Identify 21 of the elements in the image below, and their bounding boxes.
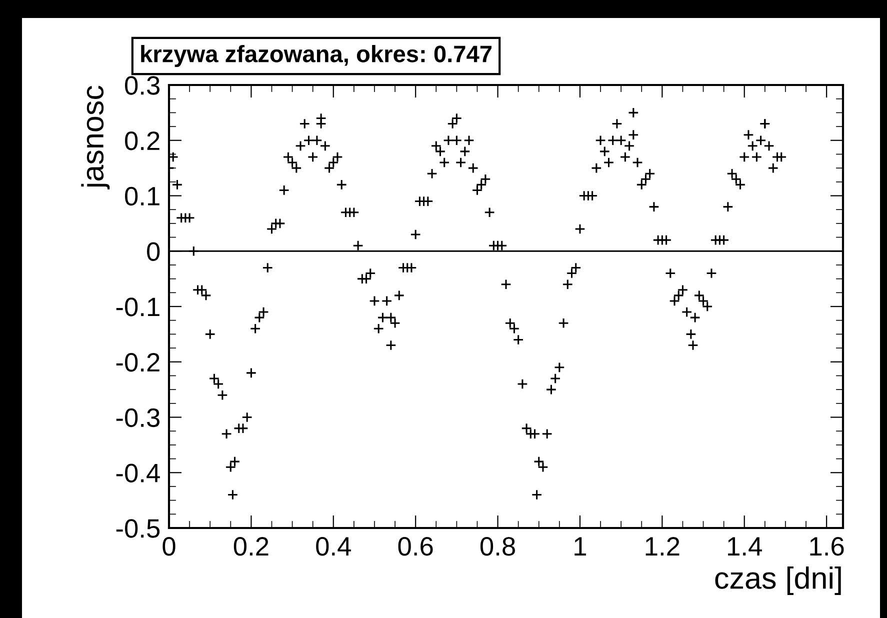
x-tick-label: 0 — [162, 537, 176, 556]
y-tick-label: -0.1 — [116, 298, 160, 316]
x-tick-label: 1.6 — [810, 537, 844, 556]
y-tick-label: 0.3 — [125, 76, 160, 95]
x-tick-label: 0.8 — [480, 537, 515, 556]
y-tick-label: 0 — [147, 242, 160, 261]
y-tick-label: -0.3 — [116, 408, 160, 428]
x-tick-label: 0.2 — [234, 537, 268, 556]
x-tick-label: 1 — [574, 537, 586, 556]
y-tick-label: 0.2 — [125, 132, 160, 150]
x-tick-label: 0.6 — [398, 537, 433, 556]
x-tick-label: 0.4 — [316, 537, 351, 556]
y-tick-label: 0.1 — [125, 186, 160, 206]
y-axis-title: jasnosc — [81, 86, 110, 190]
x-tick-label: 1.2 — [646, 537, 680, 556]
x-axis-title: czas [dni] — [715, 566, 841, 595]
y-tick-label: -0.4 — [116, 464, 160, 482]
chart-title: krzywa zfazowana, okres: 0.747 — [141, 44, 492, 68]
y-tick-label: -0.2 — [116, 353, 160, 372]
y-tick-label: -0.5 — [116, 519, 160, 538]
x-tick-label: 1.4 — [728, 537, 762, 556]
